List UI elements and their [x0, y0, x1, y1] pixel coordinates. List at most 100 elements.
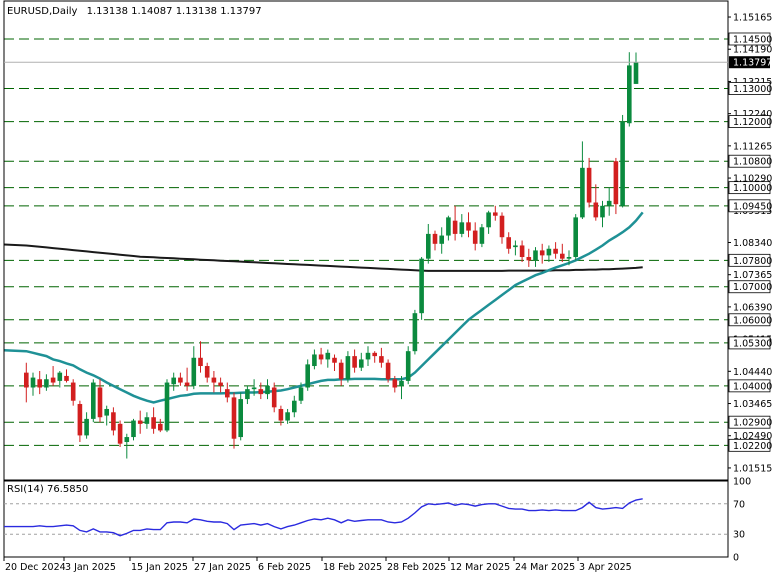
candle	[566, 250, 572, 266]
candle	[338, 359, 344, 386]
candle	[493, 205, 498, 221]
candle	[184, 367, 190, 391]
candle-body	[553, 248, 558, 254]
price-axis: 1.151651.141901.132151.122401.112651.102…	[728, 13, 772, 474]
candle	[539, 243, 545, 264]
candle-body	[486, 212, 491, 228]
candle-body	[606, 200, 612, 206]
candle	[586, 157, 592, 208]
price-tick-label: 1.03465	[733, 399, 772, 410]
candle	[144, 412, 150, 429]
candle	[519, 240, 525, 262]
candle-body	[104, 408, 109, 416]
candle-body	[151, 417, 156, 429]
candle-body	[446, 217, 451, 236]
price-tick-label: 1.06390	[733, 302, 772, 313]
level-label-box	[728, 82, 771, 95]
candle	[345, 351, 351, 383]
candle-body	[325, 352, 331, 360]
date-tick-label: 27 Jan 2025	[194, 562, 251, 573]
candle-body	[30, 377, 36, 388]
support-resistance-levels	[4, 38, 728, 446]
candle-body	[24, 372, 29, 388]
candle	[600, 200, 605, 228]
candle-body	[245, 389, 250, 400]
candle-body	[318, 354, 324, 360]
candle	[432, 230, 438, 251]
level-label: 1.09450	[733, 201, 772, 212]
candle-body	[479, 227, 485, 244]
candle-body	[452, 220, 458, 234]
candle-body	[97, 387, 103, 418]
candle-body	[580, 167, 585, 218]
candle	[245, 385, 250, 405]
date-tick-label: 20 Dec 2024	[5, 562, 66, 573]
moving-averages	[3, 211, 644, 404]
candle-body	[131, 420, 136, 438]
candle-body	[271, 387, 277, 408]
candle-body	[251, 387, 257, 390]
candle	[305, 359, 310, 391]
current-price-label: 1.13797	[733, 58, 772, 69]
candle	[171, 372, 176, 391]
candle	[225, 382, 230, 403]
candle-body	[546, 248, 552, 256]
main-plot-frame	[3, 0, 729, 481]
candle-body	[50, 377, 56, 383]
candle-body	[298, 387, 304, 401]
candle	[238, 392, 243, 441]
candle	[533, 247, 538, 267]
price-tick-label: 1.04440	[733, 367, 772, 378]
rsi-title: RSI(14) 76.5850	[7, 484, 88, 495]
candle	[278, 405, 284, 426]
candle	[439, 227, 444, 254]
candle-body	[613, 161, 619, 205]
rsi-plot-frame	[3, 480, 729, 558]
candle	[405, 346, 411, 385]
candle	[204, 362, 210, 383]
candle-body	[171, 377, 176, 385]
candle-body	[238, 399, 243, 438]
candle-body	[111, 412, 116, 431]
candle	[191, 346, 197, 390]
candle	[292, 395, 297, 418]
candle-body	[633, 62, 639, 84]
current-price: 1.13797	[4, 56, 772, 69]
rsi-tick-label: 70	[733, 499, 745, 510]
candle-body	[506, 237, 511, 249]
candle-body	[198, 357, 203, 367]
level-label: 1.07000	[733, 282, 772, 293]
candle-body	[372, 352, 377, 357]
candle	[258, 382, 264, 400]
level-label: 1.12000	[733, 117, 772, 128]
candle-body	[399, 380, 404, 386]
candle-body	[37, 379, 42, 388]
candle	[325, 349, 331, 368]
level-label: 1.02200	[733, 441, 772, 452]
candle-body	[137, 420, 143, 424]
candle-body	[513, 245, 518, 248]
candle-body	[91, 382, 96, 419]
level-label: 1.06000	[733, 315, 772, 326]
candle-body	[345, 356, 351, 380]
candle	[312, 349, 317, 370]
candle	[399, 375, 404, 400]
candle-body	[519, 245, 525, 258]
candle	[84, 412, 89, 439]
price-tick-label: 1.12240	[733, 109, 772, 120]
candle	[151, 407, 156, 434]
level-label: 1.14500	[733, 34, 772, 45]
candle-body	[211, 377, 217, 383]
rsi-tick-label: 0	[733, 553, 739, 564]
candle	[506, 232, 511, 254]
candle-body	[191, 357, 197, 386]
candle	[164, 379, 170, 433]
candle	[553, 242, 558, 259]
candle-body	[573, 217, 578, 258]
candle-body	[184, 382, 190, 386]
candle-body	[600, 205, 605, 218]
candle-body	[258, 389, 264, 395]
candle-body	[225, 389, 230, 398]
